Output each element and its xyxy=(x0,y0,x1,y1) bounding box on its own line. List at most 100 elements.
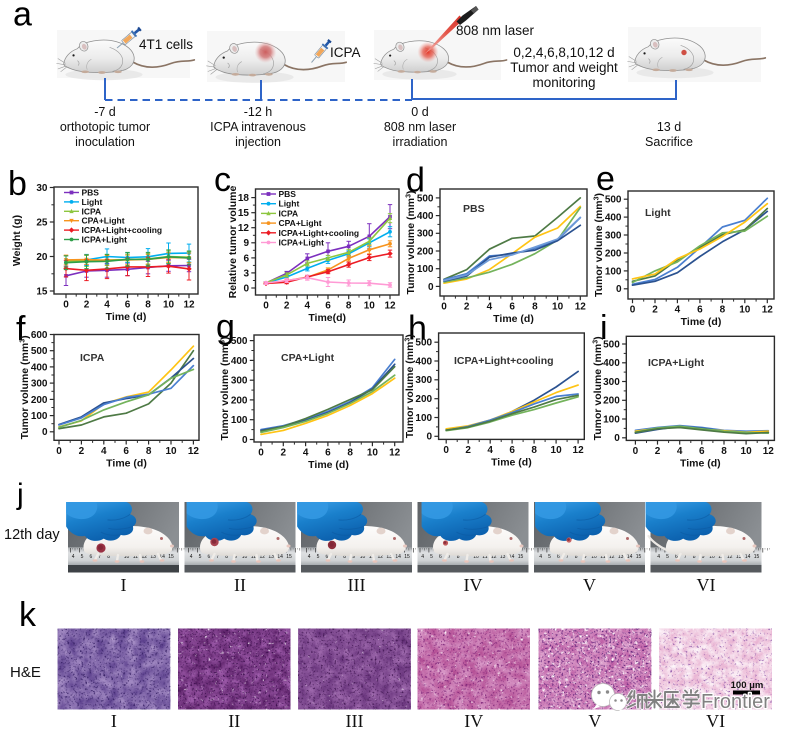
svg-text:0: 0 xyxy=(242,435,248,446)
svg-text:6: 6 xyxy=(325,301,331,312)
svg-text:12: 12 xyxy=(183,300,195,311)
svg-text:g: g xyxy=(216,308,235,346)
svg-text:10: 10 xyxy=(591,554,597,560)
svg-text:II: II xyxy=(228,711,240,731)
svg-text:100: 100 xyxy=(605,266,622,277)
svg-text:Time(d): Time(d) xyxy=(308,312,346,324)
svg-text:8: 8 xyxy=(693,554,696,560)
svg-text:12: 12 xyxy=(188,446,200,457)
svg-text:12: 12 xyxy=(573,445,585,456)
svg-text:7: 7 xyxy=(684,554,687,560)
svg-text:4: 4 xyxy=(421,554,424,560)
svg-text:10: 10 xyxy=(741,446,753,457)
svg-text:6: 6 xyxy=(123,446,129,457)
svg-text:ICPA+Light: ICPA+Light xyxy=(279,238,325,248)
svg-text:CPA+Light: CPA+Light xyxy=(281,352,335,364)
svg-text:2: 2 xyxy=(281,448,287,459)
svg-text:8: 8 xyxy=(346,301,352,312)
svg-text:6: 6 xyxy=(90,554,93,560)
svg-text:400: 400 xyxy=(605,213,622,224)
svg-text:ICPA intravenous: ICPA intravenous xyxy=(210,120,306,134)
svg-text:300: 300 xyxy=(415,375,432,386)
svg-text:-7 d: -7 d xyxy=(94,105,116,119)
svg-text:c: c xyxy=(214,161,231,199)
svg-text:CPA+Light: CPA+Light xyxy=(82,216,125,226)
svg-text:10: 10 xyxy=(552,302,564,313)
svg-text:7: 7 xyxy=(98,554,101,560)
svg-text:4: 4 xyxy=(104,300,110,311)
svg-text:500: 500 xyxy=(231,336,248,347)
svg-text:13 d: 13 d xyxy=(657,120,681,134)
svg-text:0: 0 xyxy=(243,283,249,294)
svg-text:8: 8 xyxy=(347,448,353,459)
svg-text:100: 100 xyxy=(417,264,434,275)
svg-text:II: II xyxy=(234,575,246,595)
svg-text:10: 10 xyxy=(242,554,248,560)
svg-text:8: 8 xyxy=(532,302,538,313)
svg-text:ICPA+Light: ICPA+Light xyxy=(82,235,128,245)
svg-text:0,2,4,6,8,10,12 d: 0,2,4,6,8,10,12 d xyxy=(513,45,614,60)
svg-text:6: 6 xyxy=(439,554,442,560)
svg-text:300: 300 xyxy=(31,379,48,390)
svg-text:6: 6 xyxy=(243,253,249,264)
svg-text:10: 10 xyxy=(364,301,376,312)
svg-text:injection: injection xyxy=(235,135,281,149)
svg-text:Tumor volume (mm3): Tumor volume (mm3) xyxy=(404,334,416,438)
svg-text:12: 12 xyxy=(762,305,774,316)
svg-text:8: 8 xyxy=(343,554,346,560)
svg-text:100: 100 xyxy=(603,414,620,425)
svg-text:4: 4 xyxy=(539,554,542,560)
svg-text:6: 6 xyxy=(699,446,705,457)
svg-text:300: 300 xyxy=(417,229,434,240)
svg-text:Tumor volume (mm3): Tumor volume (mm3) xyxy=(219,336,231,440)
svg-text:-12 h: -12 h xyxy=(244,105,273,119)
svg-text:10: 10 xyxy=(473,554,479,560)
svg-text:0: 0 xyxy=(443,445,449,456)
svg-text:PBS: PBS xyxy=(463,203,485,215)
svg-text:200: 200 xyxy=(31,395,48,406)
svg-text:400: 400 xyxy=(415,356,432,367)
svg-text:13: 13 xyxy=(150,554,156,560)
svg-text:9: 9 xyxy=(702,554,705,560)
svg-text:Relative tumor volume: Relative tumor volume xyxy=(227,186,239,299)
svg-text:15: 15 xyxy=(518,554,524,560)
svg-text:Tumor volume (mm3): Tumor volume (mm3) xyxy=(405,190,417,294)
svg-text:inoculation: inoculation xyxy=(75,135,135,149)
svg-text:7: 7 xyxy=(448,554,451,560)
svg-text:300: 300 xyxy=(231,376,248,387)
svg-text:13: 13 xyxy=(618,554,624,560)
svg-text:12: 12 xyxy=(260,554,266,560)
svg-text:III: III xyxy=(348,575,366,595)
svg-text:100: 100 xyxy=(231,415,248,426)
svg-text:8: 8 xyxy=(531,445,537,456)
svg-text:V: V xyxy=(588,711,601,731)
svg-text:7: 7 xyxy=(216,554,219,560)
svg-text:14: 14 xyxy=(395,554,401,560)
svg-text:0: 0 xyxy=(441,302,447,313)
svg-text:14: 14 xyxy=(627,554,633,560)
svg-text:15: 15 xyxy=(36,286,48,297)
svg-text:6: 6 xyxy=(325,448,331,459)
svg-text:0: 0 xyxy=(633,446,639,457)
svg-text:13: 13 xyxy=(500,554,506,560)
svg-text:Light: Light xyxy=(279,199,300,209)
svg-text:0: 0 xyxy=(428,282,434,293)
svg-text:500: 500 xyxy=(415,338,432,349)
svg-text:i: i xyxy=(600,309,608,347)
svg-text:12: 12 xyxy=(727,554,733,560)
svg-text:13: 13 xyxy=(736,554,742,560)
svg-text:2: 2 xyxy=(465,445,471,456)
svg-text:5: 5 xyxy=(317,554,320,560)
svg-text:5: 5 xyxy=(81,554,84,560)
svg-text:100: 100 xyxy=(415,413,432,424)
svg-text:2: 2 xyxy=(652,305,658,316)
svg-text:15: 15 xyxy=(636,554,642,560)
svg-text:0: 0 xyxy=(258,448,264,459)
svg-text:IV: IV xyxy=(464,711,483,731)
svg-text:11: 11 xyxy=(482,554,487,560)
svg-text:12: 12 xyxy=(142,554,148,560)
svg-text:PBS: PBS xyxy=(279,189,297,199)
svg-text:Light: Light xyxy=(82,197,103,207)
svg-text:600: 600 xyxy=(31,330,48,341)
svg-text:ICPA+Light+cooling: ICPA+Light+cooling xyxy=(82,225,163,235)
